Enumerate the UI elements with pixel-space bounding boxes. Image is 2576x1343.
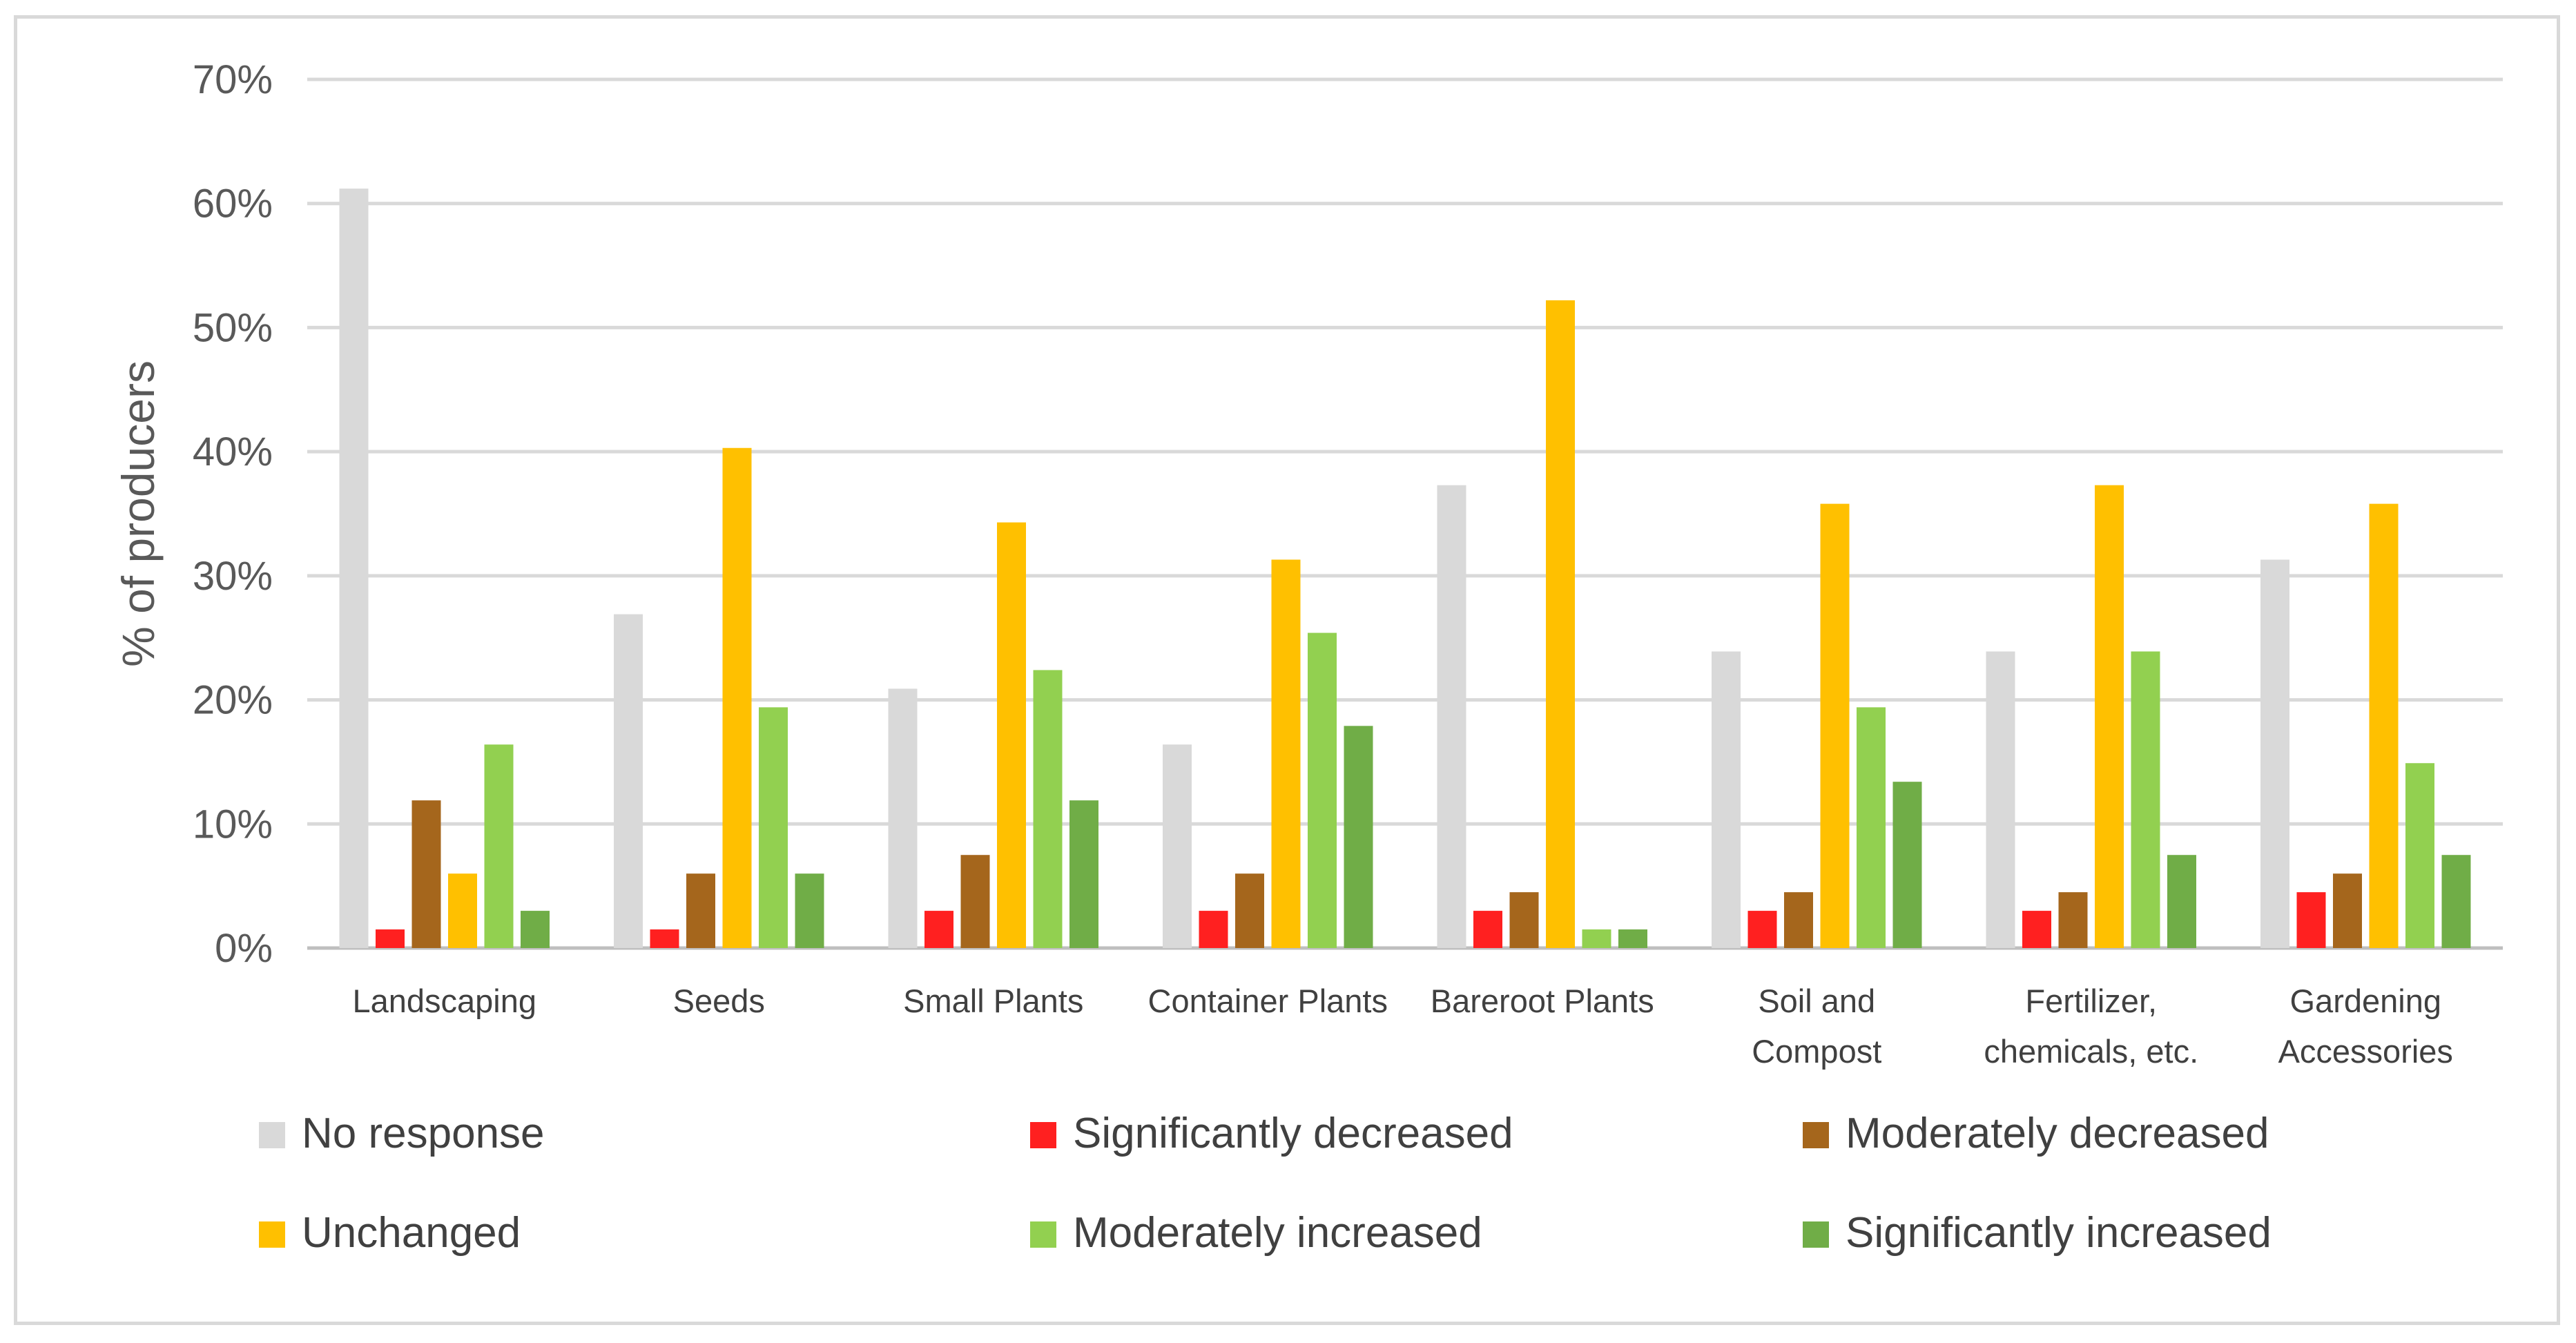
y-tick-label: 70%	[193, 57, 273, 102]
legend-label: No response	[302, 1110, 545, 1157]
legend-swatch	[259, 1122, 285, 1148]
x-category-label: Fertilizer,	[2025, 983, 2157, 1019]
y-tick-label: 10%	[193, 802, 273, 847]
x-category-label: Seeds	[673, 983, 765, 1019]
gridlines	[307, 77, 2503, 950]
legend: No response Significantly decreased Modera…	[259, 1110, 2272, 1257]
bar	[888, 688, 918, 948]
bar	[1582, 929, 1611, 948]
bar	[1033, 670, 1063, 948]
bar	[1784, 892, 1813, 948]
bar	[1235, 873, 1264, 948]
bar	[521, 911, 550, 948]
x-category-label: Container Plants	[1148, 983, 1388, 1019]
bar	[1271, 559, 1301, 948]
bar	[1986, 651, 2015, 948]
x-category-label: Soil and	[1758, 983, 1875, 1019]
y-tick-label: 30%	[193, 554, 273, 599]
bar	[1308, 632, 1337, 948]
bar	[2369, 503, 2399, 948]
bar	[1473, 911, 1502, 948]
bar	[795, 873, 824, 948]
bar	[1618, 929, 1647, 948]
bar	[960, 855, 990, 948]
bar	[1437, 485, 1466, 948]
bar	[448, 873, 477, 948]
bar	[1509, 892, 1539, 948]
y-tick-label: 40%	[193, 429, 273, 474]
bar	[2441, 855, 2471, 948]
bar	[924, 911, 953, 948]
bar	[2296, 892, 2326, 948]
bar	[376, 929, 405, 948]
bar	[2405, 763, 2434, 948]
x-category-label: Compost	[1752, 1033, 1881, 1070]
x-category-label: Small Plants	[903, 983, 1083, 1019]
bar	[1857, 707, 1886, 948]
bar	[686, 873, 715, 948]
legend-label: Significantly decreased	[1073, 1110, 1513, 1157]
y-tick-label: 20%	[193, 678, 273, 723]
bar	[484, 744, 514, 948]
bar	[1712, 651, 1741, 948]
y-axis-title: % of producers	[113, 360, 164, 667]
bar	[2260, 559, 2289, 948]
bar	[2167, 855, 2196, 948]
bar	[722, 447, 752, 948]
bar	[650, 929, 679, 948]
bar	[1344, 726, 1373, 948]
bar	[1546, 300, 1575, 948]
bar	[411, 800, 441, 948]
y-axis-ticks: 0% 10% 20% 30% 40% 50% 60% 70%	[193, 57, 273, 971]
legend-swatch	[1030, 1122, 1056, 1148]
bar	[2058, 892, 2088, 948]
bar	[1163, 744, 1192, 948]
bar	[1069, 800, 1098, 948]
bar	[1820, 503, 1850, 948]
legend-swatch	[1030, 1221, 1056, 1248]
bar	[2333, 873, 2362, 948]
bar	[1747, 911, 1777, 948]
x-axis-categories: Landscaping Seeds Small Plants Container Pl…	[352, 983, 2452, 1070]
bar	[1892, 782, 1922, 948]
bars	[339, 189, 2471, 948]
legend-label: Moderately decreased	[1846, 1110, 2269, 1157]
x-category-label: Landscaping	[352, 983, 536, 1019]
bar	[759, 707, 788, 948]
y-tick-label: 60%	[193, 182, 273, 226]
bar	[614, 614, 643, 948]
legend-swatch	[1803, 1221, 1829, 1248]
legend-label: Unchanged	[302, 1209, 521, 1257]
x-category-label: Gardening	[2290, 983, 2442, 1019]
y-tick-label: 50%	[193, 305, 273, 350]
legend-label: Moderately increased	[1073, 1209, 1482, 1257]
x-category-label: chemicals, etc.	[1984, 1033, 2198, 1070]
legend-swatch	[1803, 1122, 1829, 1148]
legend-label: Significantly increased	[1846, 1209, 2272, 1257]
bar	[1199, 911, 1228, 948]
legend-swatch	[259, 1221, 285, 1248]
bar	[2022, 911, 2051, 948]
bar	[339, 189, 369, 948]
bar	[2095, 485, 2124, 948]
bar	[2131, 651, 2160, 948]
chart-frame: 0% 10% 20% 30% 40% 50% 60% 70% Landscaping Seeds…	[14, 15, 2560, 1325]
bar-chart: 0% 10% 20% 30% 40% 50% 60% 70% Landscaping Seeds…	[113, 57, 2503, 1257]
x-category-label: Bareroot Plants	[1431, 983, 1654, 1019]
bar	[997, 522, 1026, 948]
x-category-label: Accessories	[2278, 1033, 2453, 1070]
y-tick-label: 0%	[215, 926, 273, 971]
